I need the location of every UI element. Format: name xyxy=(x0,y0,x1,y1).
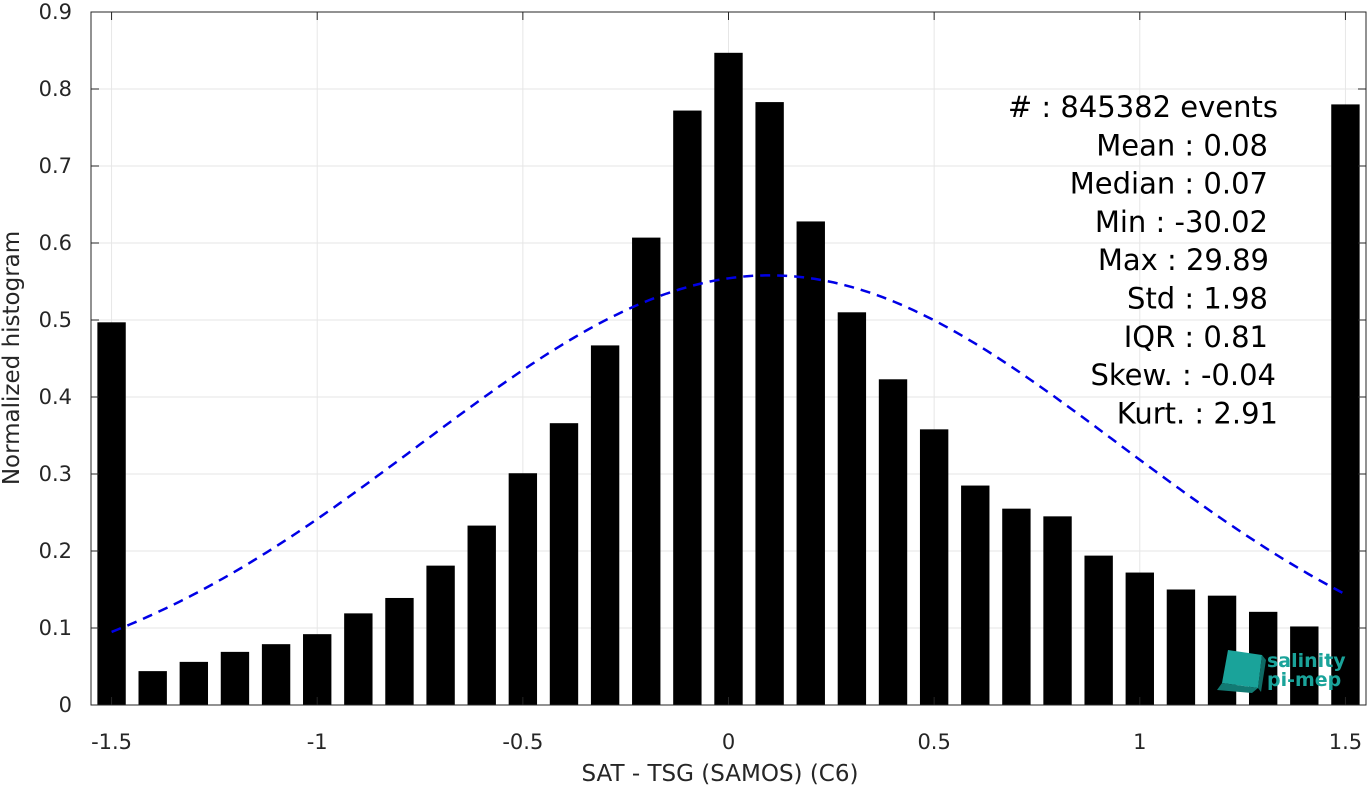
histogram-bar xyxy=(796,221,825,705)
histogram-bar xyxy=(426,565,455,705)
histogram-bar xyxy=(467,525,496,705)
salinity-pi-mep-logo: salinity pi-mep xyxy=(1217,650,1346,693)
stats-annotation: # : 845382 events Mean : 0.08 Median : 0.0… xyxy=(1008,90,1278,430)
histogram-bar xyxy=(1084,555,1113,705)
axis-ticks xyxy=(91,11,1366,706)
y-tick-labels: 0 0.1 0.2 0.3 0.4 0.5 0.6 0.7 0.8 0.9 xyxy=(39,0,72,717)
x-tick-labels: -1.5 -1 -0.5 0 0.5 1 1.5 xyxy=(91,730,1362,754)
histogram-bar xyxy=(632,237,661,706)
histogram-bar xyxy=(508,473,538,705)
histogram-bar xyxy=(590,345,620,705)
histogram-bar xyxy=(549,423,579,705)
stat-line: Skew. : -0.04 xyxy=(1090,358,1276,392)
histogram-bar xyxy=(1166,589,1196,705)
x-tick-label: 0.5 xyxy=(917,730,950,754)
stat-line: Mean : 0.08 xyxy=(1096,128,1268,162)
y-tick-label: 0.4 xyxy=(39,385,72,409)
y-tick-label: 0.9 xyxy=(39,0,72,24)
y-tick-label: 0.6 xyxy=(39,231,72,255)
stat-line: Kurt. : 2.91 xyxy=(1117,396,1278,430)
histogram-bar xyxy=(303,634,332,705)
logo-line-2: pi-mep xyxy=(1267,669,1341,691)
x-tick-label: 1.5 xyxy=(1329,730,1362,754)
histogram-bar xyxy=(220,651,250,705)
histogram-bar xyxy=(97,322,126,705)
histogram-bar xyxy=(1125,572,1154,705)
histogram-bar xyxy=(837,312,867,705)
histogram-bar xyxy=(1331,104,1360,705)
x-tick-label: -1 xyxy=(307,730,328,754)
histogram-bar xyxy=(1002,508,1031,705)
x-tick-label: -0.5 xyxy=(502,730,543,754)
stat-line: Max : 29.89 xyxy=(1098,243,1269,277)
histogram-bar xyxy=(179,661,209,705)
y-tick-label: 0 xyxy=(59,693,72,717)
y-tick-label: 0.7 xyxy=(39,154,72,178)
histogram-bar xyxy=(261,644,291,705)
histogram-bar xyxy=(714,52,743,706)
x-tick-label: 1 xyxy=(1133,730,1146,754)
x-tick-label: -1.5 xyxy=(91,730,132,754)
normal-fit-curve xyxy=(111,274,1346,634)
histogram-bar xyxy=(1290,626,1319,705)
stat-line: # : 845382 events xyxy=(1008,90,1278,124)
histogram-bar xyxy=(673,110,702,705)
y-axis-label: Normalized histogram xyxy=(0,231,25,485)
logo-line-1: salinity xyxy=(1267,650,1346,672)
histogram-bar xyxy=(755,102,784,706)
stat-line: Std : 1.98 xyxy=(1127,282,1268,316)
y-tick-label: 0.3 xyxy=(39,462,72,486)
histogram-bars xyxy=(97,52,1360,706)
cube-logo-icon xyxy=(1217,650,1266,693)
y-tick-label: 0.1 xyxy=(39,616,72,640)
histogram-bar xyxy=(344,613,373,705)
histogram-bar xyxy=(961,485,990,705)
stat-line: Median : 0.07 xyxy=(1070,167,1268,201)
stat-line: Min : -30.02 xyxy=(1095,205,1268,239)
y-tick-label: 0.2 xyxy=(39,539,72,563)
x-axis-label: SAT - TSG (SAMOS) (C6) xyxy=(582,761,859,785)
x-tick-label: 0 xyxy=(722,730,735,754)
stat-line: IQR : 0.81 xyxy=(1124,320,1268,354)
histogram-bar xyxy=(919,429,949,705)
histogram-bar xyxy=(385,597,414,705)
histogram-bar xyxy=(1043,516,1072,705)
histogram-bar xyxy=(138,671,167,705)
histogram-bar xyxy=(878,379,908,705)
y-tick-label: 0.8 xyxy=(39,77,72,101)
y-tick-label: 0.5 xyxy=(39,308,72,332)
